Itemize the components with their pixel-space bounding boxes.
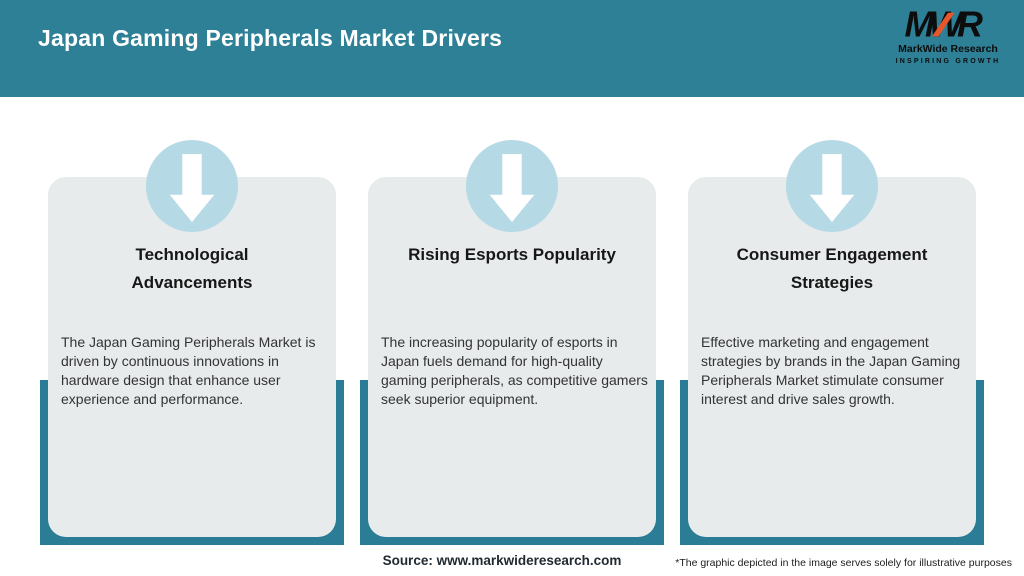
- driver-card-rising-esports-popularity: Rising Esports Popularity The increasing…: [360, 140, 664, 545]
- logo-tagline: INSPIRING GROWTH: [895, 57, 1001, 65]
- logo-monogram-icon: MWR: [905, 8, 989, 42]
- logo-monogram-text: MWR: [905, 8, 983, 42]
- card-body: Technological Advancements The Japan Gam…: [48, 177, 336, 537]
- driver-card-technological-advancements: Technological Advancements The Japan Gam…: [40, 140, 344, 545]
- down-arrow-icon: [809, 154, 855, 222]
- card-body: Rising Esports Popularity The increasing…: [368, 177, 656, 537]
- down-arrow-badge: [146, 140, 238, 232]
- down-arrow-icon: [169, 154, 215, 222]
- source-text: Source: www.markwideresearch.com: [382, 553, 622, 568]
- card-description: The increasing popularity of esports in …: [381, 334, 648, 407]
- down-arrow-badge: [466, 140, 558, 232]
- markwide-logo: MWR MarkWide Research INSPIRING GROWTH: [882, 8, 1014, 65]
- card-description: Effective marketing and engagement strat…: [701, 334, 961, 407]
- driver-card-consumer-engagement-strategies: Consumer Engagement Strategies Effective…: [680, 140, 984, 545]
- logo-name: MarkWide Research: [898, 43, 998, 55]
- card-body: Consumer Engagement Strategies Effective…: [688, 177, 976, 537]
- card-description: The Japan Gaming Peripherals Market is d…: [61, 334, 316, 407]
- logo-accent-slash: [931, 12, 955, 37]
- card-title: Technological Advancements: [131, 245, 253, 292]
- header-bar: Japan Gaming Peripherals Market Drivers …: [0, 0, 1024, 97]
- card-title: Rising Esports Popularity: [408, 245, 616, 264]
- down-arrow-badge: [786, 140, 878, 232]
- card-title: Consumer Engagement Strategies: [736, 245, 928, 292]
- page-title: Japan Gaming Peripherals Market Drivers: [38, 25, 503, 51]
- disclaimer-text: *The graphic depicted in the image serve…: [675, 557, 1012, 569]
- down-arrow-icon: [489, 154, 535, 222]
